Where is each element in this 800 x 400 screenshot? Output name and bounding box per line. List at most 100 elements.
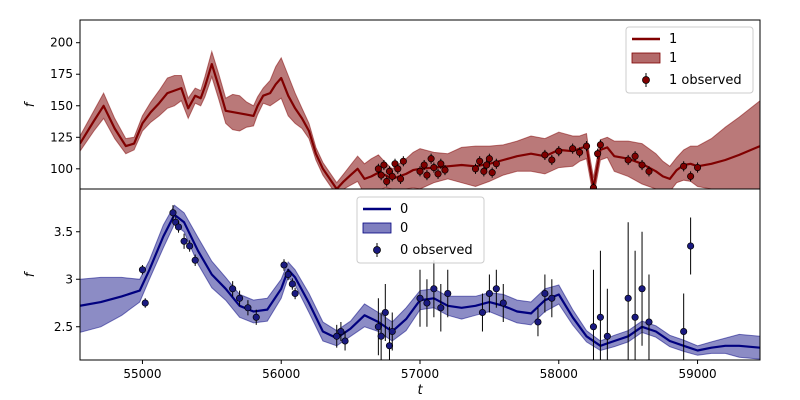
top-observed-point — [638, 161, 646, 169]
bottom-y-ticks: 2.5 3 3.5 — [54, 225, 80, 334]
bottom-observed-point — [229, 285, 237, 293]
top-observed-point — [480, 167, 488, 175]
bottom-y-axis-label: f — [23, 270, 38, 277]
bottom-observed-point — [444, 289, 452, 298]
bottom-observed-point — [341, 337, 349, 345]
bottom-observed-point — [377, 332, 385, 340]
bottom-observed-point — [492, 285, 500, 293]
bottom-observed-point — [680, 327, 688, 336]
bottom-legend-entry-observed: 0 observed — [400, 243, 473, 258]
top-legend-entry-band: 1 — [669, 51, 677, 66]
bottom-y-tick-label: 2.5 — [54, 320, 73, 334]
top-mean-line — [80, 62, 760, 189]
bottom-observed-point — [280, 261, 288, 269]
top-observed-point — [420, 161, 428, 169]
top-observed-point — [645, 167, 653, 175]
bottom-legend-entry-band: 0 — [400, 221, 408, 236]
top-observed-point — [555, 147, 563, 155]
bottom-observed-point — [638, 285, 646, 293]
x-tick-label: 55000 — [123, 367, 161, 381]
top-observed-point — [416, 167, 424, 175]
bottom-observed-point — [284, 270, 292, 279]
top-observed-point — [471, 165, 480, 173]
top-observed-point — [377, 171, 385, 179]
bottom-observed-point — [548, 294, 556, 302]
bottom-observed-point — [252, 313, 260, 321]
bottom-observed-point — [430, 285, 438, 293]
bottom-observed-point — [333, 332, 341, 340]
bottom-observed-point — [603, 332, 611, 340]
top-observed-point — [430, 164, 438, 172]
bottom-x-ticks: 55000 56000 57000 58000 59000 — [123, 360, 717, 381]
bottom-observed-point — [388, 327, 396, 336]
top-observed-point — [441, 166, 449, 174]
top-observed-point — [488, 169, 496, 177]
top-panel: 100 125 150 175 200 f 1 1 1 observed — [23, 19, 761, 193]
x-tick-label: 58000 — [540, 367, 578, 381]
top-observed-point — [485, 155, 493, 163]
top-observed-point — [624, 156, 632, 164]
top-observed-point — [423, 171, 431, 179]
bottom-y-tick-label: 3.5 — [54, 225, 73, 239]
top-legend-entry-mean: 1 — [669, 32, 677, 47]
top-legend-box — [625, 26, 754, 94]
bottom-frame — [79, 188, 761, 361]
bottom-observed-point — [423, 299, 431, 307]
top-observed-point — [541, 151, 549, 159]
bottom-observed-point — [416, 294, 424, 302]
top-legend: 1 1 1 observed — [625, 26, 754, 94]
bottom-observed-point — [485, 289, 493, 298]
bottom-observed-point — [624, 294, 632, 302]
bottom-observed-point — [374, 323, 382, 331]
top-observed-point — [687, 172, 695, 180]
x-tick-label: 57000 — [401, 367, 439, 381]
bottom-legend-box — [356, 196, 485, 264]
top-observed-point — [680, 162, 688, 170]
bottom-observed-point — [437, 304, 445, 312]
bottom-legend-band-swatch — [362, 222, 392, 234]
top-observed-point — [631, 152, 639, 160]
top-observed-point — [427, 155, 435, 163]
bottom-plot-layer — [80, 204, 760, 360]
top-observed-point — [548, 156, 556, 164]
top-observed-point — [596, 141, 604, 149]
bottom-mean-line — [80, 213, 760, 352]
top-observed-point — [388, 172, 396, 180]
bottom-observed-point — [541, 289, 549, 298]
top-observed-point — [694, 164, 702, 172]
bottom-observed-point — [687, 242, 695, 250]
top-y-tick-label: 150 — [50, 99, 73, 113]
bottom-observed-point — [141, 299, 149, 307]
top-observed-point — [374, 165, 382, 173]
top-legend-marker-swatch — [642, 76, 650, 84]
bottom-observed-point — [186, 242, 194, 250]
top-y-tick-label: 125 — [50, 130, 73, 144]
top-observed-point — [437, 160, 445, 168]
x-axis-label: t — [417, 383, 423, 398]
bottom-observed-point — [236, 294, 244, 302]
top-observed-point — [594, 150, 602, 158]
bottom-observed-point — [180, 237, 188, 245]
top-observed-point — [397, 175, 405, 183]
bottom-observed-point — [169, 209, 177, 217]
top-observed-point — [483, 161, 491, 169]
x-tick-label: 59000 — [678, 367, 716, 381]
bottom-observed-point — [381, 308, 389, 317]
bottom-observed-point — [174, 223, 183, 231]
bottom-observed-point — [631, 313, 639, 321]
top-observed-point — [589, 184, 598, 189]
top-y-axis-label: f — [23, 100, 38, 107]
bottom-observed-point — [191, 256, 199, 264]
bottom-observed-point — [534, 318, 542, 326]
top-observed-point — [569, 145, 577, 153]
x-tick-label: 56000 — [262, 367, 300, 381]
bottom-legend-marker-swatch — [373, 246, 381, 254]
bottom-observed-point — [138, 266, 146, 274]
top-plot-layer — [80, 49, 760, 189]
bottom-legend: 0 0 0 observed — [356, 196, 485, 264]
bottom-observed-point — [288, 280, 296, 288]
top-observed-point — [476, 157, 484, 165]
top-legend-band-swatch — [631, 52, 661, 64]
bottom-observed-point — [385, 342, 394, 350]
